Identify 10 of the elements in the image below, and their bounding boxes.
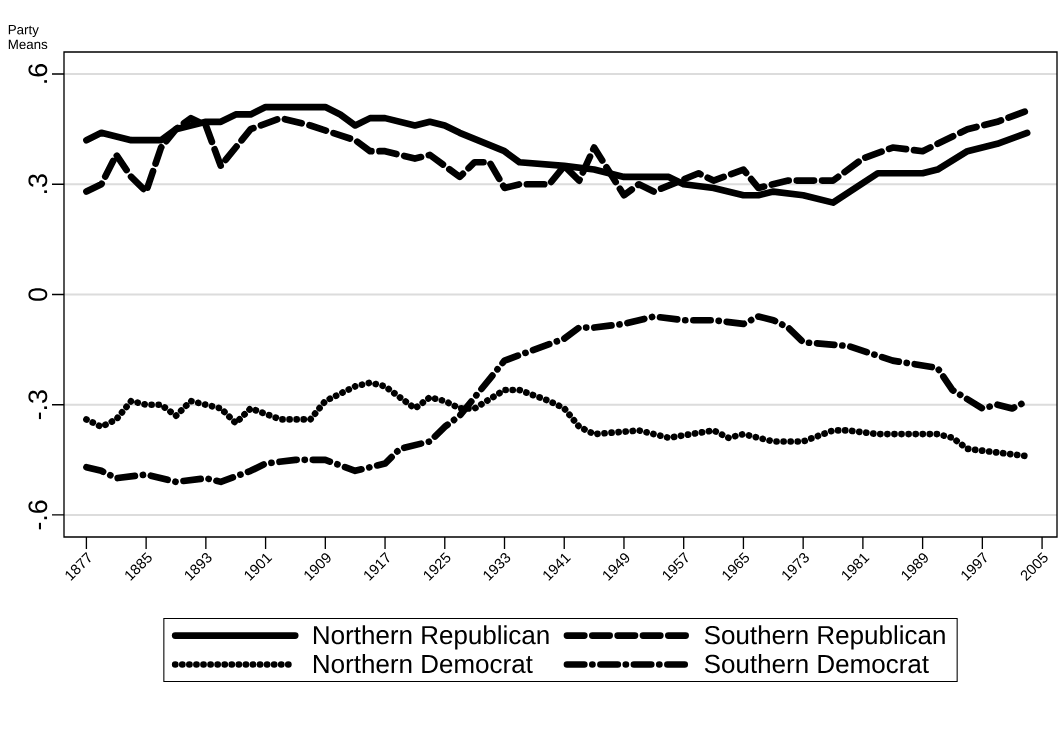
y-tick-label: -.6 xyxy=(28,500,48,530)
legend-label: Northern Democrat xyxy=(313,654,533,674)
y-tick-label: 0 xyxy=(28,288,48,301)
legend-label: Southern Democrat xyxy=(704,654,929,674)
y-axis-title: Party Means xyxy=(8,25,48,50)
y-tick-label: .3 xyxy=(28,174,48,193)
y-tick-label: -.3 xyxy=(28,390,48,420)
y-tick-label: .6 xyxy=(28,64,48,83)
legend-label: Southern Republican xyxy=(704,625,945,650)
legend-label: Northern Republican xyxy=(313,625,549,650)
